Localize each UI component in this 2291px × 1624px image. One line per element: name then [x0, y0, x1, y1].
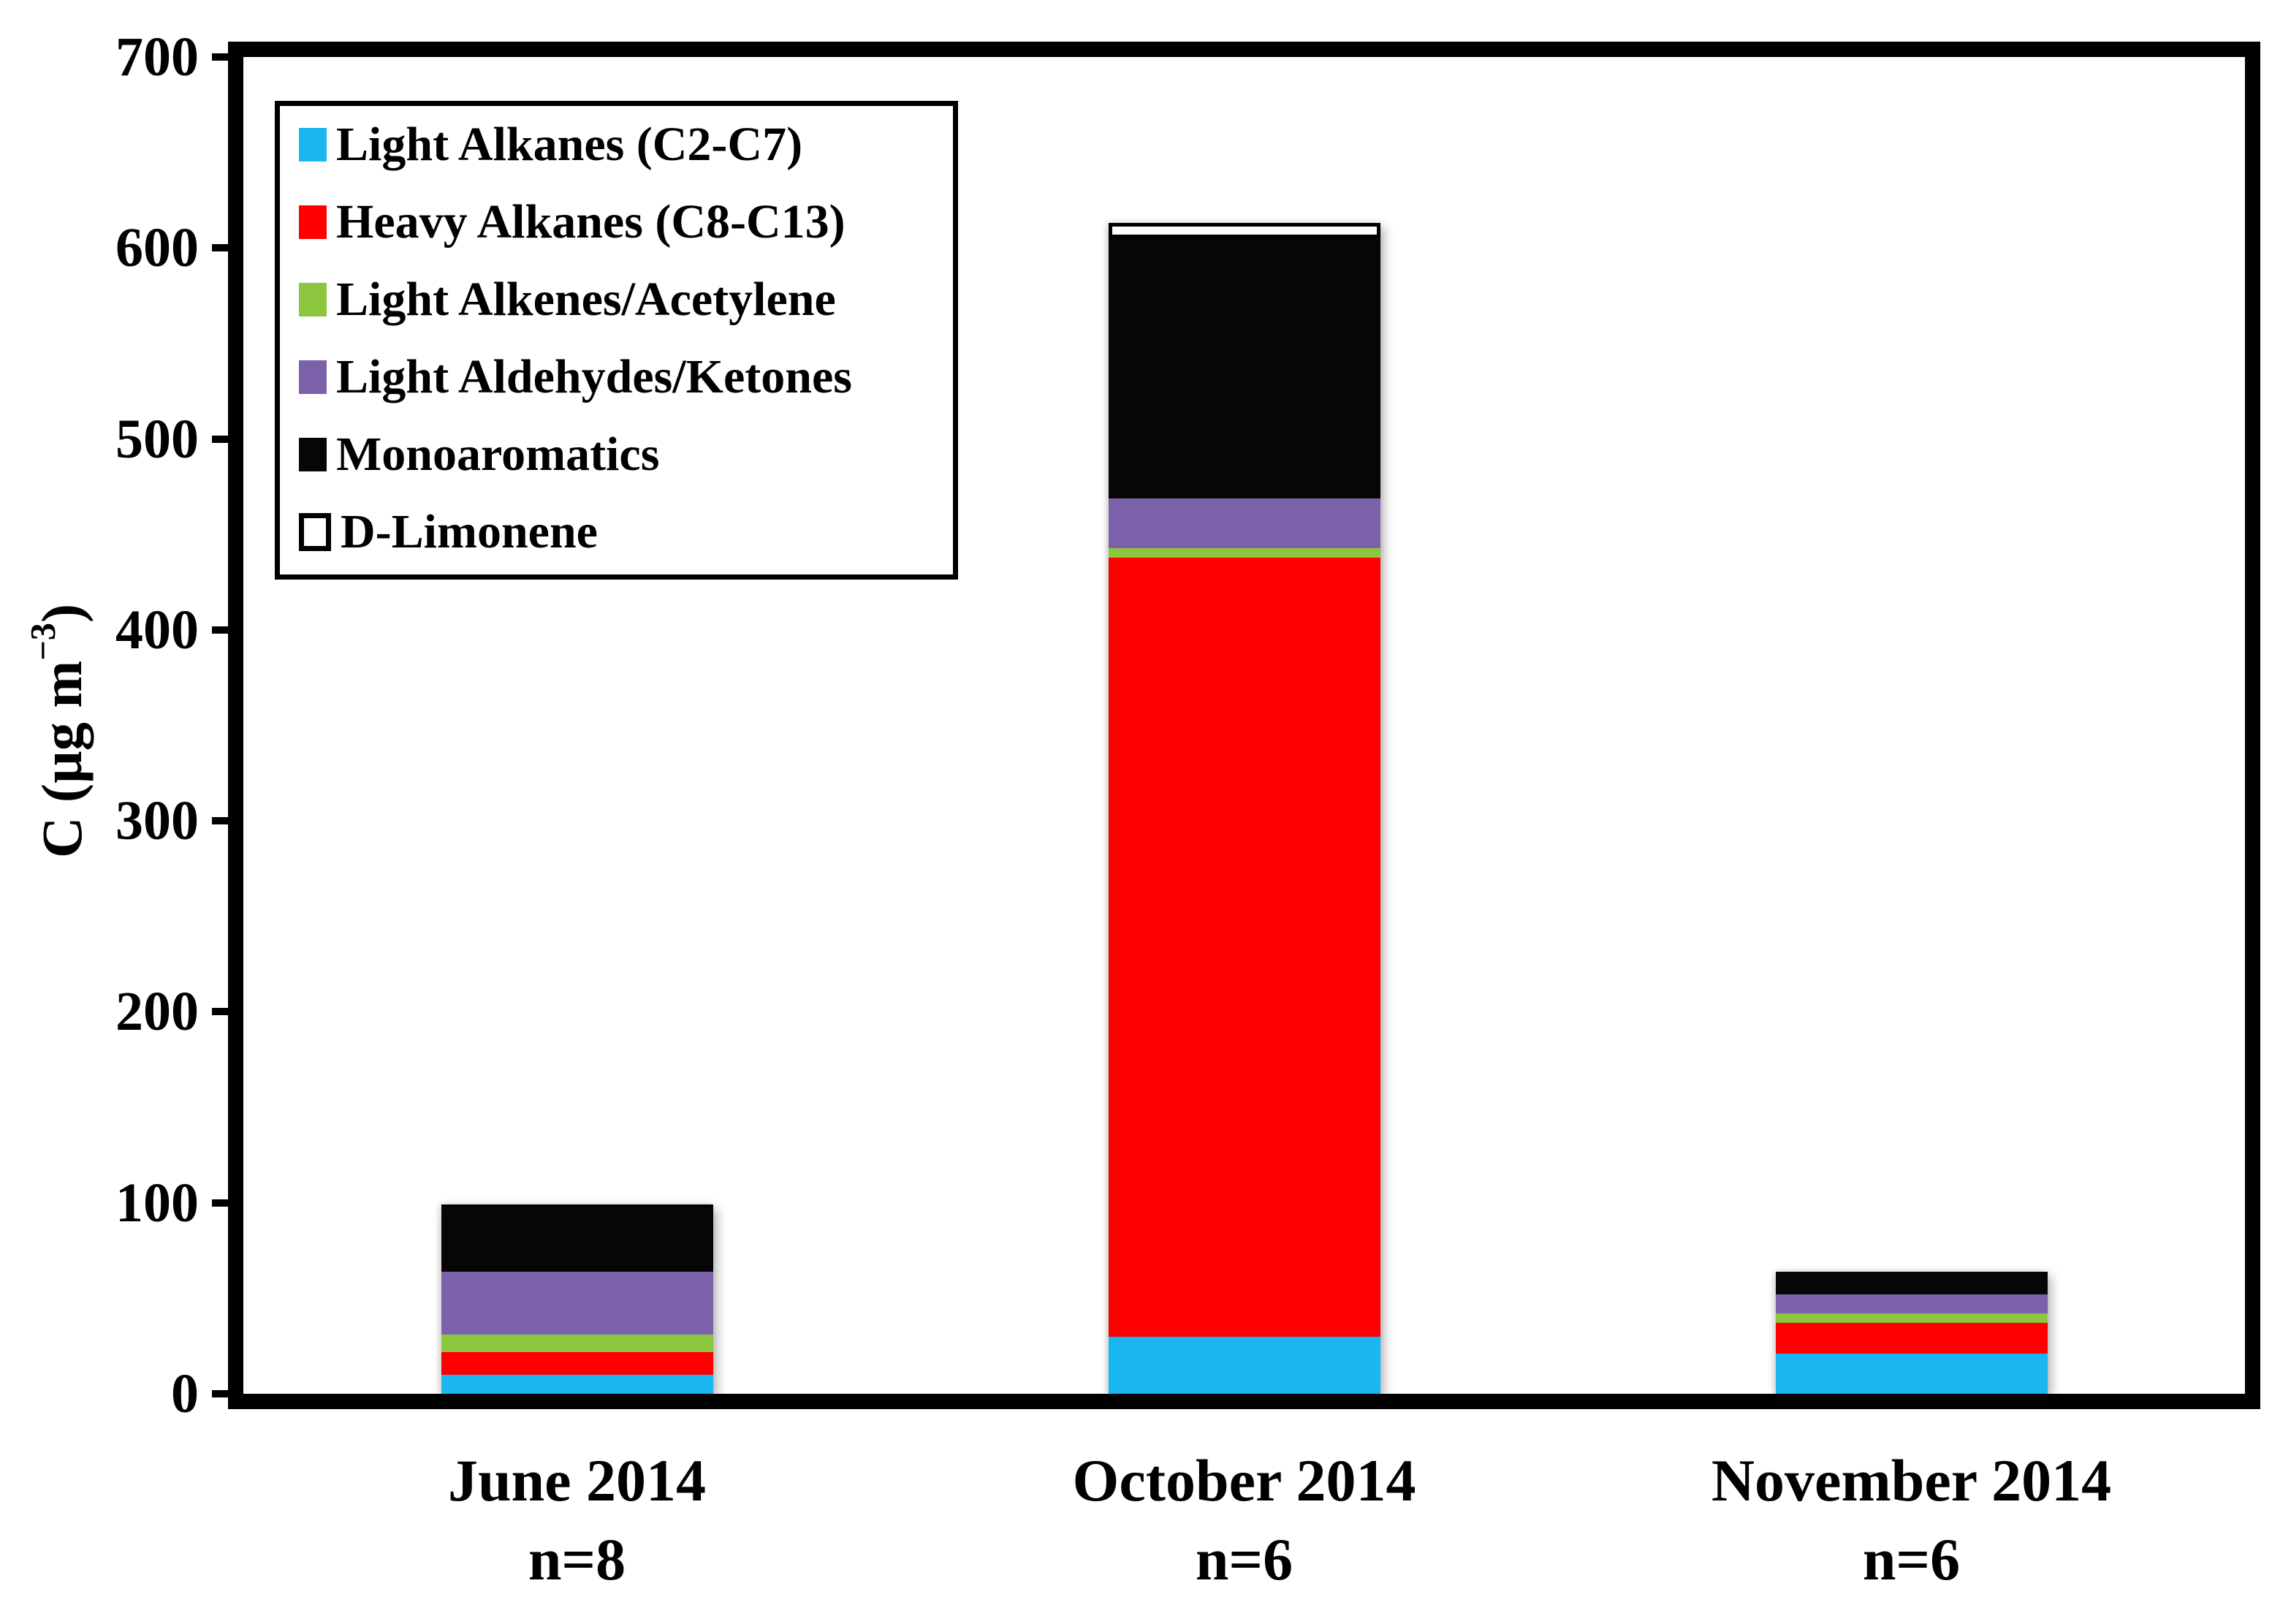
x-axis-label: November 2014 [1711, 1447, 2112, 1514]
y-axis-tick-mark [212, 53, 228, 61]
y-axis-tick-label: 100 [115, 1172, 199, 1234]
bar-segment [1108, 238, 1380, 498]
x-axis-sub-label: n=8 [528, 1526, 626, 1593]
y-axis-tick-mark [212, 244, 228, 252]
x-axis-sub-label: n=6 [1195, 1526, 1293, 1593]
y-axis-tick-mark [212, 626, 228, 634]
legend-item-label: D-Limonene [341, 505, 598, 558]
legend-items: Light Alkanes (C2-C7) Heavy Alkanes (C8-C… [280, 106, 953, 571]
x-axis-sub-label: n=6 [1862, 1526, 1961, 1593]
legend-item: D-Limonene [280, 493, 953, 571]
legend: Light Alkanes (C2-C7) Heavy Alkanes (C8-C… [275, 101, 958, 580]
x-axis-label-group: June 2014 n=8 [234, 1441, 921, 1599]
legend-item: Monoaromatics [280, 416, 953, 493]
x-axis-label-group: November 2014 n=6 [1568, 1441, 2255, 1599]
x-axis-label: October 2014 [1072, 1447, 1416, 1514]
bar-segment [1775, 1323, 2048, 1354]
legend-item-label: Light Aldehydes/Ketones [336, 350, 852, 403]
x-axis-label-group: October 2014 n=6 [901, 1441, 1588, 1599]
y-axis-tick-label: 600 [115, 217, 199, 279]
bar-segment [1108, 223, 1380, 239]
bar-segment [1775, 1354, 2048, 1394]
bar-segment [441, 1204, 713, 1207]
y-axis-tick-label: 0 [171, 1363, 199, 1424]
y-axis-tick-mark [212, 1390, 228, 1397]
legend-swatch-icon [299, 128, 327, 162]
legend-swatch-icon [299, 360, 327, 394]
y-axis-tick-mark [212, 1008, 228, 1016]
legend-swatch-icon [299, 283, 327, 316]
bar-segment [441, 1374, 713, 1394]
legend-item-label: Heavy Alkanes (C8-C13) [336, 195, 846, 248]
legend-item-label: Monoaromatics [336, 428, 660, 481]
legend-swatch-icon [299, 438, 327, 471]
bar-segment [1775, 1294, 2048, 1314]
legend-item: Heavy Alkanes (C8-C13) [280, 183, 953, 261]
legend-item: Light Aldehydes/Ketones [280, 338, 953, 416]
stacked-bar-2 [1108, 223, 1380, 1394]
y-axis-tick-mark [212, 1199, 228, 1207]
bar-segment [1775, 1313, 2048, 1324]
bar-segment [1775, 1271, 2048, 1295]
y-axis-tick-label: 500 [115, 408, 199, 470]
bar-segment [1108, 547, 1380, 558]
legend-item: Light Alkenes/Acetylene [280, 261, 953, 338]
y-axis-tick-mark [212, 817, 228, 825]
legend-item: Light Alkanes (C2-C7) [280, 106, 953, 183]
bar-segment [441, 1351, 713, 1375]
legend-swatch-icon [299, 513, 331, 551]
legend-item-label: Light Alkenes/Acetylene [336, 273, 836, 326]
bar-segment [441, 1206, 713, 1272]
bar-segment [1108, 1336, 1380, 1394]
bar-segment [441, 1271, 713, 1335]
y-axis-tick-mark [212, 435, 228, 443]
plot-frame [228, 42, 2260, 1409]
bar-segment [1108, 557, 1380, 1337]
bar-segment [441, 1335, 713, 1352]
y-axis-tick-label: 200 [115, 981, 199, 1043]
stacked-bar-3 [1775, 1271, 2048, 1394]
legend-item-label: Light Alkanes (C2-C7) [336, 118, 803, 171]
stacked-bar-1 [441, 1204, 713, 1394]
y-axis-tick-label: 400 [115, 599, 199, 661]
bar-segment [1108, 498, 1380, 548]
x-axis-label: June 2014 [447, 1447, 707, 1514]
y-axis-tick-label: 700 [115, 26, 199, 88]
legend-swatch-icon [299, 205, 327, 239]
y-axis-tick-label: 300 [115, 790, 199, 852]
